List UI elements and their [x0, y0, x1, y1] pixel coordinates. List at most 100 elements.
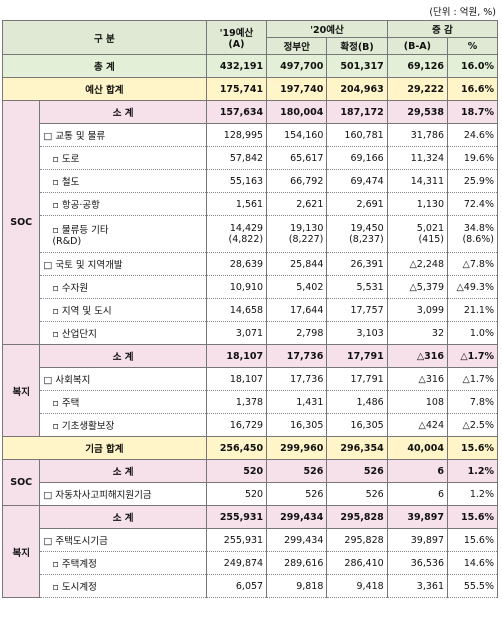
- value: △1.7%: [460, 350, 494, 362]
- group-label: SOC: [1, 459, 41, 506]
- value-cell: 256,450: [205, 436, 268, 460]
- value: △7.8%: [462, 258, 494, 270]
- value-cell: 39,897: [386, 505, 449, 529]
- value-cell: 16,305: [266, 413, 328, 437]
- budget-table: 구 분 '19예산 (A) '20예산 증 감 정부안 확정(B) (B-A) %…: [1, 20, 499, 598]
- value: △5,379: [409, 281, 444, 293]
- label-text: ▫ 물류등 기타: [52, 224, 109, 236]
- value: 7.8%: [469, 396, 494, 408]
- label-text: □ 자동차사고피해지원기금: [43, 490, 152, 501]
- label-text: ▫ 도로: [52, 154, 80, 165]
- row-label: 예산 합계: [2, 77, 207, 101]
- value-cell: 2,691: [326, 192, 388, 216]
- row: ▫ 항공·공항 1,561 2,621 2,691 1,130 72.4%: [3, 192, 498, 216]
- value-cell: 9,418: [326, 574, 388, 598]
- value: 14.6%: [463, 557, 494, 569]
- value-cell: 40,004: [386, 436, 449, 460]
- value: 24.6%: [463, 129, 494, 141]
- value: 72.4%: [463, 198, 494, 210]
- value-cell: 16.6%: [447, 77, 498, 101]
- row: □ 사회복지 18,107 17,736 17,791 △316 △1.7%: [3, 367, 498, 391]
- value: 2,621: [296, 198, 324, 210]
- value-cell: 497,700: [266, 54, 328, 78]
- value-cell: 18,107: [205, 344, 268, 368]
- value-note: (4,822): [228, 234, 264, 245]
- value: 69,126: [407, 60, 444, 72]
- value: 17,791: [347, 350, 384, 362]
- value-cell: 1,130: [386, 192, 449, 216]
- value-cell: 34.8% (8.6%): [447, 215, 498, 253]
- value-cell: 289,616: [266, 551, 328, 575]
- value-cell: 19,450 (8,237): [326, 215, 388, 253]
- value-cell: 55,163: [205, 169, 268, 193]
- label-text: ▫ 주택계정: [52, 559, 97, 570]
- value-cell: 7.8%: [447, 390, 498, 414]
- group-label: 복지: [1, 344, 41, 437]
- table-body: 총 계 432,191 497,700 501,317 69,126 16.0% 예산 합계…: [1, 54, 498, 598]
- row: □ 국토 및 지역개발 28,639 25,844 26,391 △2,248 △7.8%: [3, 252, 498, 276]
- value-cell: △1.7%: [447, 367, 498, 391]
- value: 15.6%: [463, 534, 494, 546]
- value-cell: 1.2%: [447, 459, 498, 483]
- value-cell: 10,910: [205, 275, 268, 299]
- value: 1,561: [235, 198, 264, 210]
- value-cell: 157,634: [205, 100, 268, 124]
- label-text: ▫ 기초생활보장: [52, 421, 115, 432]
- value: 296,354: [340, 442, 384, 454]
- value: 432,191: [219, 60, 264, 72]
- header-gov: 정부안: [266, 37, 328, 55]
- value-cell: 6,057: [205, 574, 268, 598]
- value: 154,160: [284, 129, 324, 141]
- value: 15.6%: [461, 511, 494, 523]
- label-text: 소 계: [112, 513, 134, 524]
- value: 501,317: [340, 60, 384, 72]
- value: 25,844: [290, 258, 324, 270]
- label-text: ▫ 산업단지: [52, 329, 97, 340]
- value: 16,305: [290, 419, 324, 431]
- value: 19,450: [350, 223, 384, 234]
- value: △316: [418, 373, 444, 385]
- value: 2,691: [356, 198, 384, 210]
- header-y19-note: (A): [228, 39, 245, 50]
- value-cell: △2,248: [386, 252, 449, 276]
- value: △49.3%: [456, 281, 495, 293]
- row-label: 총 계: [2, 54, 207, 78]
- value: △2,248: [409, 258, 444, 270]
- row: ▫ 철도 55,163 66,792 69,474 14,311 25.9%: [3, 169, 498, 193]
- label-text: ▫ 항공·공항: [52, 200, 100, 211]
- value: 66,792: [290, 175, 324, 187]
- row: □ 교통 및 물류 128,995 154,160 160,781 31,786 24.6…: [3, 123, 498, 147]
- total-row: 예산 합계 175,741 197,740 204,963 29,222 16.6%: [2, 77, 498, 101]
- value-cell: 11,324: [386, 146, 449, 170]
- value-cell: 69,474: [326, 169, 388, 193]
- value: △424: [418, 419, 444, 431]
- value-cell: 57,842: [205, 146, 268, 170]
- value-cell: 295,828: [326, 528, 388, 552]
- header-y20: '20예산: [266, 20, 388, 38]
- value-cell: 16,729: [205, 413, 268, 437]
- value: 14,658: [229, 304, 264, 316]
- value-cell: 2,798: [266, 321, 328, 345]
- value-cell: 19,130 (8,227): [266, 215, 328, 253]
- group-label: SOC: [1, 100, 41, 345]
- value: 255,931: [223, 534, 264, 546]
- value: △316: [416, 350, 444, 362]
- value-cell: 21.1%: [447, 298, 498, 322]
- value: 17,736: [290, 373, 324, 385]
- value-note: (8,237): [349, 234, 384, 245]
- row-label: ▫ 주택: [39, 390, 207, 414]
- label-text: ▫ 주택: [52, 398, 80, 409]
- value: 32: [431, 327, 444, 339]
- row-label: ▫ 산업단지: [39, 321, 207, 345]
- total-row: 기금 합계 256,450 299,960 296,354 40,004 15.6%: [2, 436, 498, 460]
- value: 3,361: [416, 580, 444, 592]
- group-label: 복지: [1, 505, 41, 598]
- value-cell: 1.0%: [447, 321, 498, 345]
- value: 526: [303, 465, 324, 477]
- value-cell: 526: [326, 482, 388, 506]
- value-cell: 36,536: [386, 551, 449, 575]
- value-cell: 6: [386, 459, 449, 483]
- value: 180,004: [280, 106, 324, 118]
- value-cell: △7.8%: [447, 252, 498, 276]
- value: 3,099: [416, 304, 444, 316]
